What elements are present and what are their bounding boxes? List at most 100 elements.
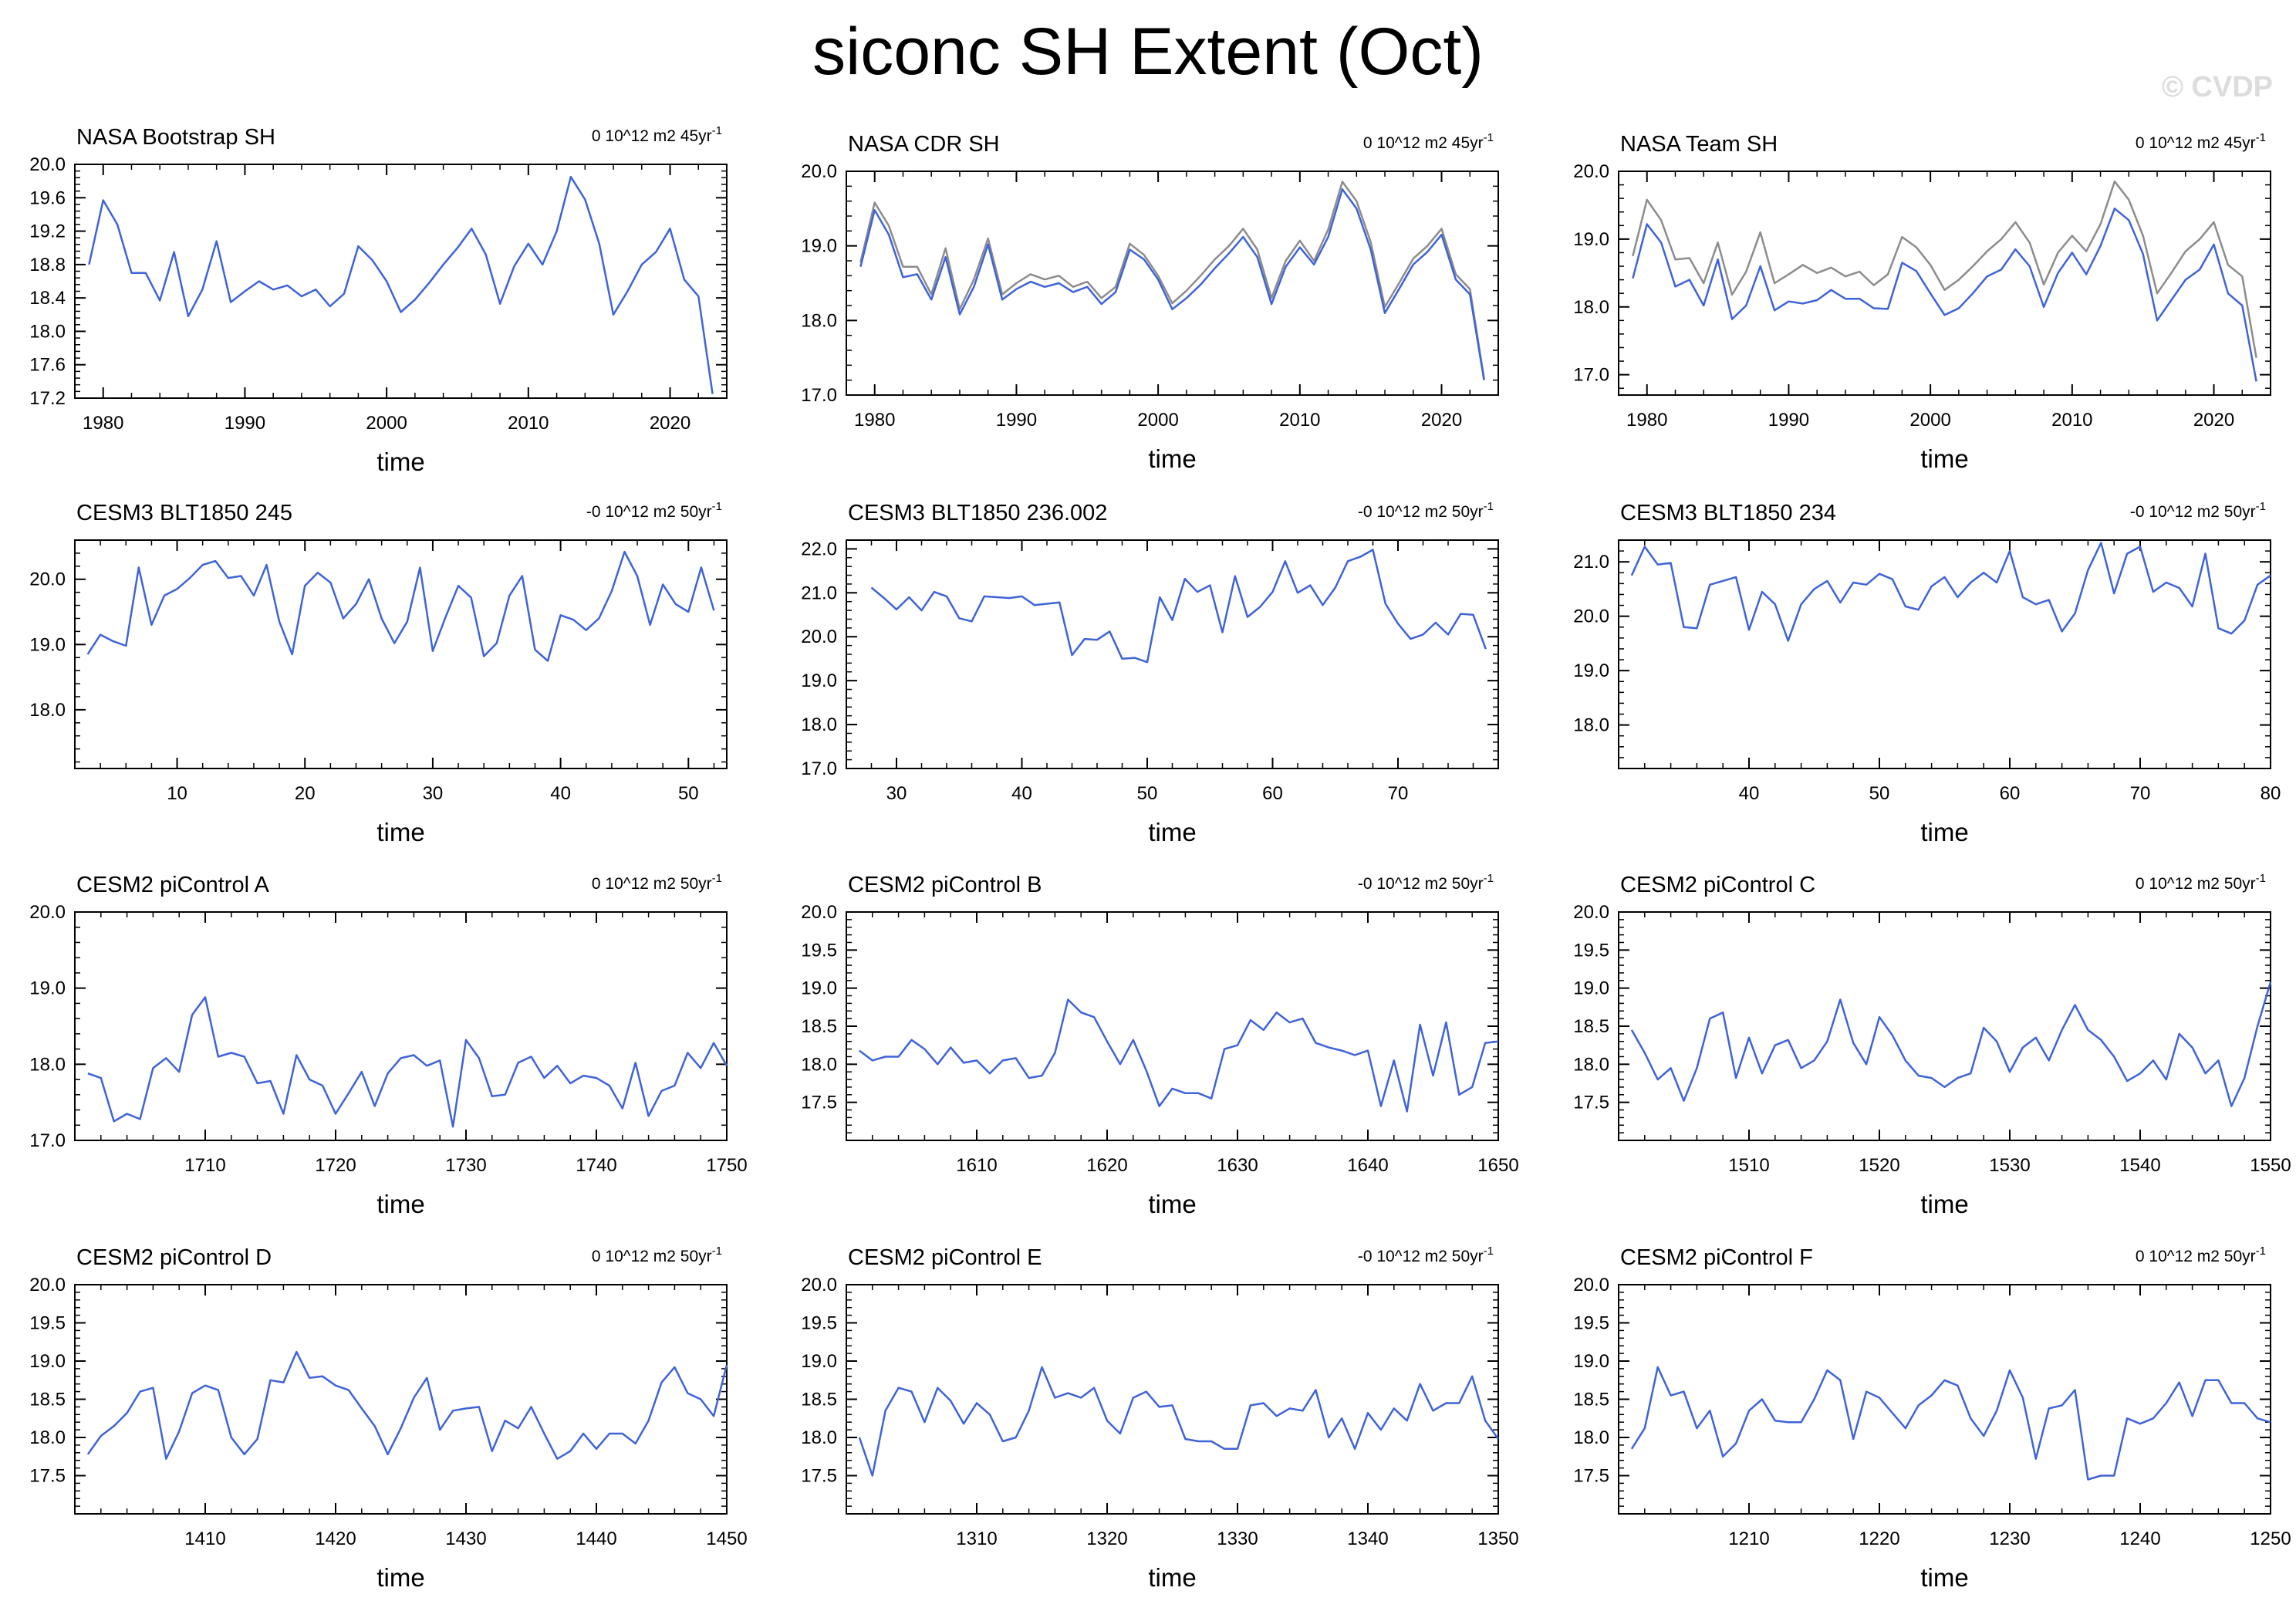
x-tick-label: 1420	[315, 1528, 356, 1549]
x-tick-label: 1650	[1477, 1155, 1518, 1176]
x-tick-label: 30	[423, 783, 444, 804]
x-tick-label: 1720	[315, 1155, 356, 1176]
x-axis-label: time	[1148, 444, 1196, 473]
x-tick-label: 70	[2130, 783, 2151, 804]
y-tick-label: 21.0	[1573, 552, 1609, 573]
y-tick-label: 17.5	[1573, 1466, 1609, 1487]
x-tick-label: 2000	[1909, 410, 1950, 431]
series-line-1	[87, 996, 728, 1128]
plot-frame	[846, 911, 1499, 1141]
x-axis-label: time	[376, 448, 424, 476]
series-line-1	[858, 1366, 1500, 1477]
x-tick-label: 1450	[706, 1528, 747, 1549]
panel-title: NASA Bootstrap SH	[76, 125, 275, 150]
x-axis-label: time	[1920, 1190, 1968, 1218]
x-axis-label: time	[1920, 1563, 1968, 1592]
x-tick-label: 60	[2000, 783, 2021, 804]
x-tick-label: 2010	[1279, 410, 1320, 431]
y-tick-label: 19.0	[1573, 660, 1609, 681]
series-line-1	[859, 998, 1499, 1113]
x-tick-label: 1210	[1728, 1528, 1769, 1549]
y-tick-label: 18.0	[1573, 297, 1609, 318]
trend-label: 0 10^12 m2 45yr-1	[592, 124, 722, 145]
plot-frame	[846, 539, 1499, 769]
y-tick-label: 18.5	[801, 1016, 837, 1037]
x-axis-label: time	[376, 818, 424, 846]
series-line-2	[859, 187, 1485, 380]
x-tick-label: 1510	[1728, 1155, 1769, 1176]
x-tick-label: 50	[1137, 783, 1158, 804]
series-line-1	[859, 181, 1485, 379]
y-tick-label: 20.0	[801, 1275, 837, 1295]
panel-title: CESM2 piControl C	[1620, 873, 1815, 897]
y-tick-label: 18.0	[801, 1427, 837, 1448]
panel-title: CESM2 piControl B	[848, 873, 1042, 897]
x-tick-label: 1990	[996, 410, 1037, 431]
x-tick-label: 30	[886, 783, 907, 804]
x-tick-label: 70	[1388, 783, 1409, 804]
plot-frame	[74, 1284, 728, 1515]
x-axis-label: time	[1148, 818, 1196, 846]
y-tick-label: 19.0	[801, 236, 837, 257]
panel-title: CESM3 BLT1850 236.002	[848, 501, 1107, 525]
x-tick-label: 40	[1011, 783, 1032, 804]
y-tick-label: 18.0	[29, 321, 66, 342]
trend-label: 0 10^12 m2 50yr-1	[2136, 872, 2266, 893]
x-tick-label: 40	[1739, 783, 1760, 804]
panel-title: CESM2 piControl E	[848, 1245, 1042, 1270]
x-tick-label: 1230	[1989, 1528, 2030, 1549]
chart-panel-2: 1980 1990 2000 2010 2020 17.0 18.0 19.0 20.0 NASA…	[801, 131, 1499, 473]
y-tick-label: 19.0	[801, 671, 837, 691]
x-tick-label: 10	[167, 783, 187, 804]
plot-frame	[846, 171, 1499, 396]
series-line-1	[86, 550, 715, 662]
y-tick-label: 17.5	[29, 1466, 66, 1487]
x-tick-label: 1350	[1477, 1528, 1518, 1549]
series-line-1	[1632, 180, 2257, 358]
y-tick-label: 17.0	[801, 758, 837, 779]
chart-panel-7: 1710 1720 1730 1740 1750 17.0 18.0 19.0 20.0 CESM…	[29, 872, 747, 1218]
panel-title: NASA Team SH	[1620, 132, 1778, 157]
y-tick-label: 19.5	[801, 1313, 837, 1334]
y-tick-label: 19.0	[1573, 1351, 1609, 1372]
y-tick-label: 19.0	[1573, 229, 1609, 250]
plot-frame	[74, 539, 728, 769]
panel-title: CESM3 BLT1850 245	[76, 501, 292, 525]
x-tick-label: 1320	[1086, 1528, 1127, 1549]
x-tick-label: 20	[295, 783, 316, 804]
x-tick-label: 1240	[2119, 1528, 2160, 1549]
x-tick-label: 1620	[1086, 1155, 1127, 1176]
trend-label: -0 10^12 m2 50yr-1	[1358, 500, 1494, 521]
y-tick-label: 18.0	[801, 310, 837, 331]
x-axis-label: time	[1148, 1563, 1196, 1592]
x-tick-label: 1980	[854, 410, 895, 431]
x-tick-label: 2020	[1421, 410, 1462, 431]
x-tick-label: 1740	[576, 1155, 616, 1176]
y-tick-label: 20.0	[29, 902, 66, 923]
y-tick-label: 18.0	[29, 1054, 66, 1075]
chart-panel-5: 30 40 50 60 70 17.0 18.0 19.0 20.0 21.0 22.0 CESM3 …	[801, 500, 1499, 846]
panel-title: CESM2 piControl A	[76, 873, 269, 897]
y-tick-label: 18.5	[29, 1390, 66, 1410]
y-tick-label: 17.6	[29, 355, 66, 376]
y-tick-label: 17.0	[1573, 365, 1609, 386]
plot-frame	[1618, 171, 2271, 396]
x-tick-label: 60	[1262, 783, 1283, 804]
y-tick-label: 20.0	[1573, 161, 1609, 182]
x-axis-label: time	[376, 1190, 424, 1218]
x-tick-label: 1250	[2250, 1528, 2291, 1549]
x-tick-label: 2010	[2051, 410, 2092, 431]
y-tick-label: 20.0	[29, 569, 66, 590]
y-tick-label: 19.0	[801, 1351, 837, 1372]
x-tick-label: 1330	[1217, 1528, 1258, 1549]
x-tick-label: 1550	[2250, 1155, 2291, 1176]
x-tick-label: 1730	[445, 1155, 486, 1176]
x-tick-label: 1980	[83, 413, 123, 434]
y-tick-label: 18.4	[29, 288, 66, 309]
y-tick-label: 22.0	[801, 539, 837, 559]
y-tick-label: 19.0	[29, 1351, 66, 1372]
x-tick-label: 1640	[1347, 1155, 1388, 1176]
x-axis-label: time	[1920, 818, 1968, 846]
x-tick-label: 2020	[2193, 410, 2234, 431]
